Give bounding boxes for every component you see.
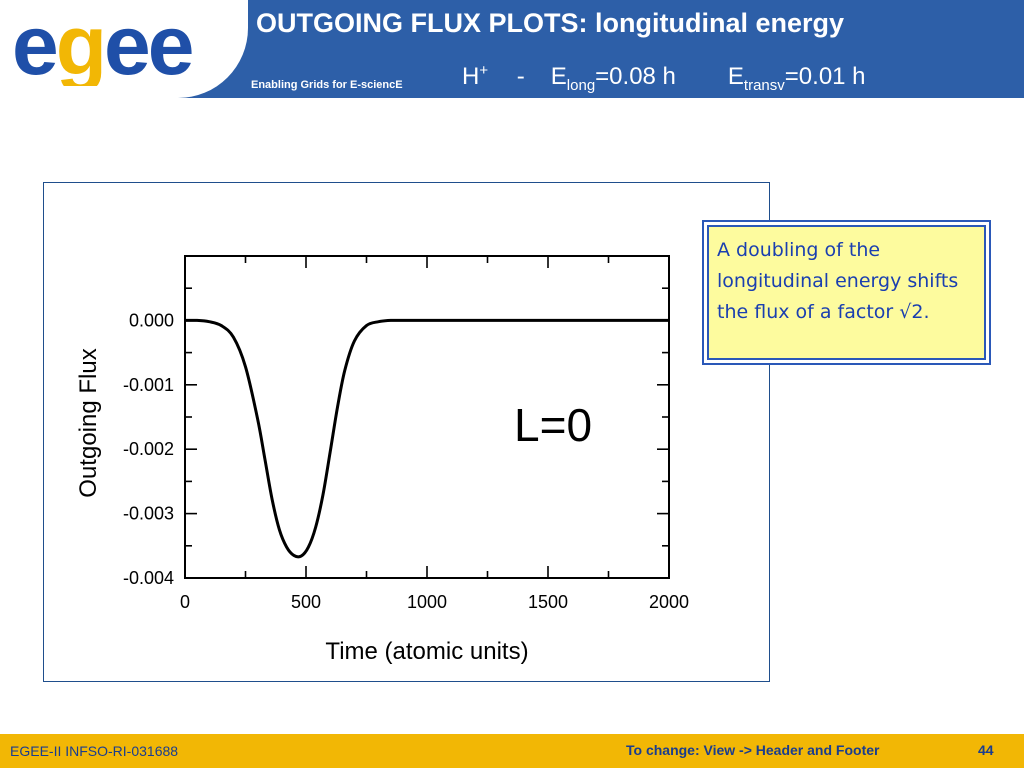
- flux-chart: 0 500 1000 1500 2000 0.000 -0.001 -0.002 -0.003 -…: [75, 255, 689, 665]
- e-transv-symbol: E: [727, 63, 744, 90]
- y-tick-label: -0.002: [123, 439, 174, 459]
- x-tick-label: 1500: [528, 592, 568, 612]
- x-axis-label: Time (atomic units): [325, 638, 528, 665]
- y-tick-label: -0.003: [123, 504, 174, 524]
- e-long-subscript: long: [566, 76, 596, 94]
- y-tick-label: 0.000: [129, 310, 174, 330]
- x-tick-label: 2000: [649, 592, 689, 612]
- e-transv-value: =0.01 h: [784, 63, 866, 90]
- y-axis-label: Outgoing Flux: [75, 348, 102, 497]
- callout-text: A doubling of the longitudinal energy sh…: [707, 225, 986, 360]
- callout-box: A doubling of the longitudinal energy sh…: [702, 220, 991, 365]
- logo-letter: e: [12, 6, 56, 86]
- x-tick-label: 500: [291, 592, 321, 612]
- y-tick-label: -0.001: [123, 375, 174, 395]
- footer-band: EGEE-II INFSO-RI-031688 To change: View …: [0, 734, 1024, 768]
- header-band: egee OUTGOING FLUX PLOTS: longitudinal e…: [0, 0, 1024, 98]
- logo-letter: e: [104, 6, 148, 86]
- footer-hint: To change: View -> Header and Footer: [626, 742, 880, 758]
- e-transv-subscript: transv: [743, 76, 785, 94]
- tagline: Enabling Grids for E-sciencE: [251, 79, 403, 91]
- subtitle-separator: -: [516, 63, 525, 90]
- x-tick-label: 1000: [407, 592, 447, 612]
- logo-letter: e: [148, 6, 192, 86]
- ion-charge: +: [479, 62, 489, 79]
- x-tick-label: 0: [180, 592, 190, 612]
- chart-annotation: L=0: [514, 399, 592, 451]
- e-long-value: =0.08 h: [595, 63, 676, 90]
- e-long-symbol: E: [550, 63, 567, 90]
- slide-subtitle: H+ - Elong=0.08 h Etransv=0.01 h: [462, 62, 866, 94]
- y-tick-label: -0.004: [123, 568, 174, 588]
- logo-panel: egee: [0, 0, 248, 98]
- slide-title: OUTGOING FLUX PLOTS: longitudinal energy: [256, 8, 845, 38]
- page-number: 44: [978, 742, 994, 758]
- ion-symbol: H: [462, 63, 480, 90]
- footer-project-id: EGEE-II INFSO-RI-031688: [10, 743, 179, 759]
- logo-text: egee: [12, 6, 192, 86]
- figure-frame: 0 500 1000 1500 2000 0.000 -0.001 -0.002 -0.003 -…: [43, 182, 770, 682]
- flux-series-line: [184, 318, 669, 559]
- egee-logo: egee: [12, 6, 195, 86]
- logo-letter: g: [56, 6, 104, 86]
